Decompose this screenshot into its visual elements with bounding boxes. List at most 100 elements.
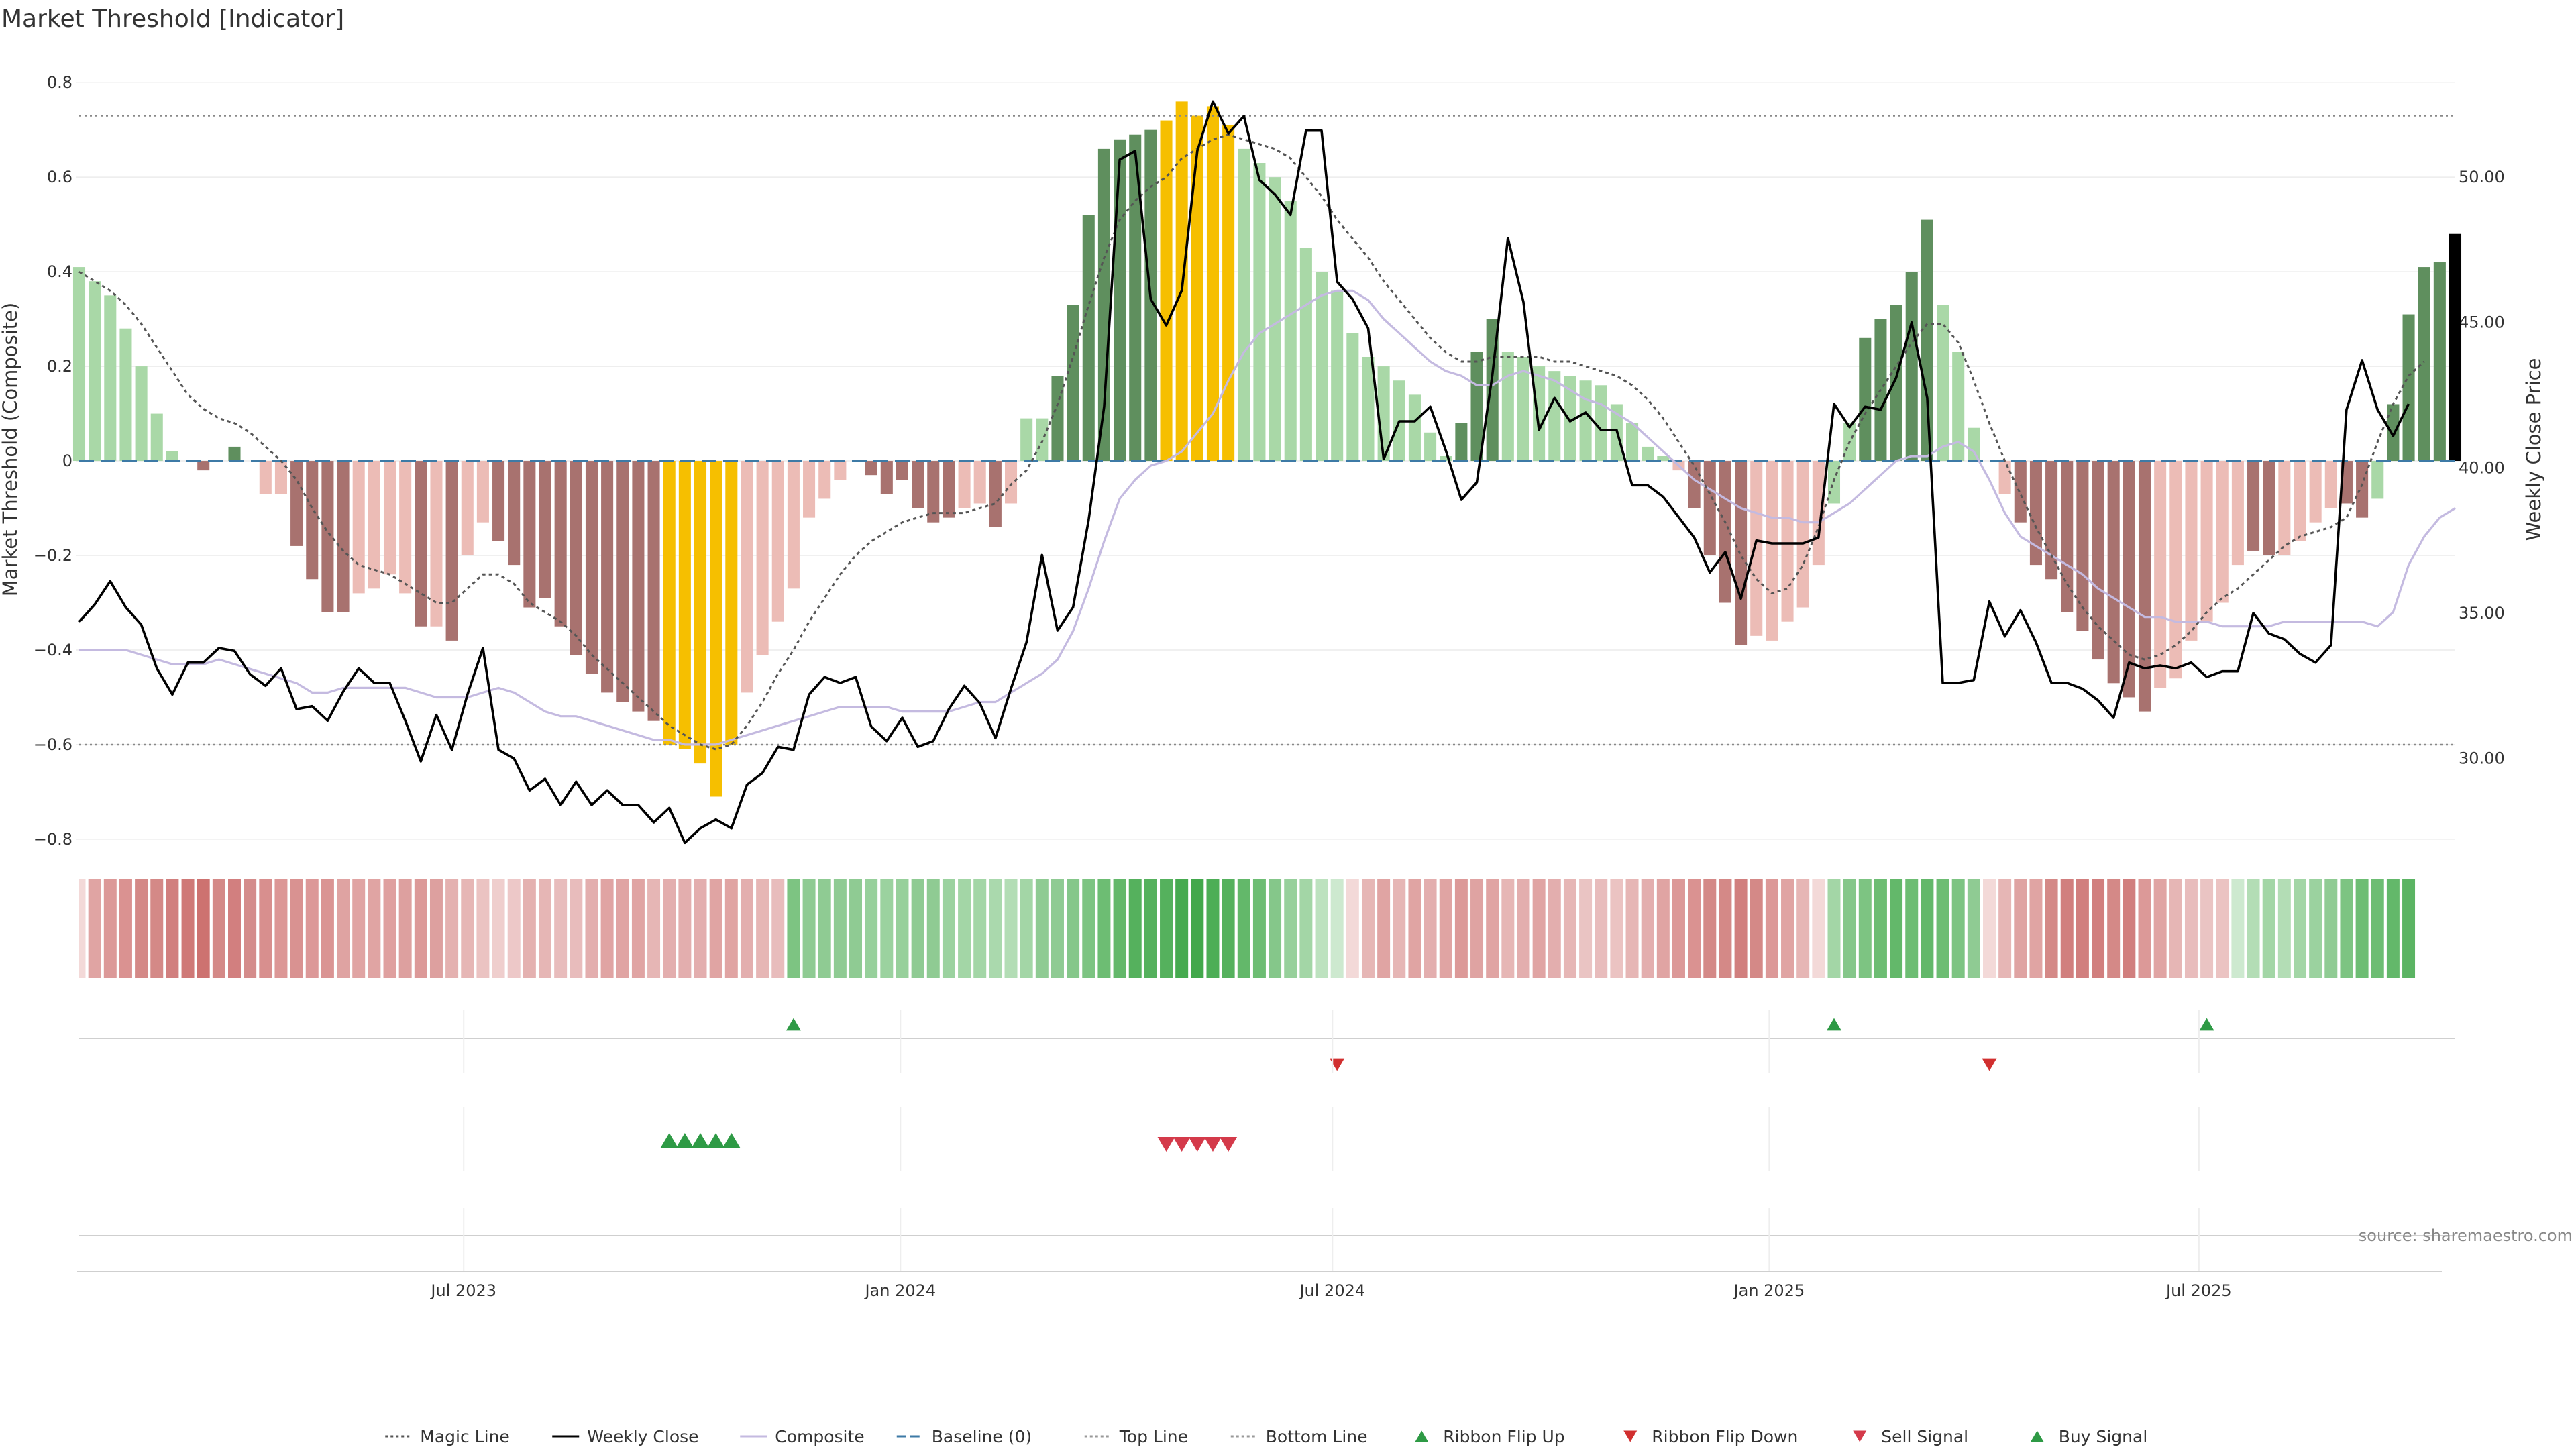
sell-signal-marker [1188,1136,1206,1152]
composite-bar [104,295,117,462]
ribbon-cell [2277,879,2291,978]
ribbon-cell [414,879,427,978]
composite-bar [1766,461,1778,641]
ribbon-cell [150,879,164,978]
left-tick-label: 0.6 [47,168,72,186]
composite-bar [2169,461,2182,679]
ribbon-cell [2123,879,2136,978]
composite-bar [1440,456,1452,462]
composite-bar [2371,461,2384,499]
composite-bar [1408,394,1421,462]
composite-bar [2324,461,2337,508]
legend-label: Magic Line [420,1427,510,1446]
ribbon-cell [740,879,753,978]
ribbon-cell [1827,879,1841,978]
ribbon-cell [926,879,940,978]
composite-bar [570,461,582,655]
ribbon-cell [2309,879,2322,978]
composite-bar [710,461,722,797]
left-tick-label: −0.2 [34,546,72,565]
composite-bar [415,461,427,627]
composite-bar [2263,461,2275,556]
ribbon-cell [429,879,443,978]
composite-bar [756,461,769,655]
composite-bar [2449,233,2462,462]
composite-bar [601,461,614,693]
ribbon-cell [1796,879,1810,978]
ribbon-cell [2294,879,2306,978]
left-tick-label: 0.4 [47,262,72,281]
composite-bar [616,461,629,702]
composite-bar [741,461,753,693]
composite-bar [2076,461,2089,631]
left-tick-label: −0.4 [34,641,72,659]
legend-item: Buy Signal [2030,1427,2148,1446]
composite-bar [1082,215,1095,462]
ribbon-cell [1269,879,1282,978]
sell-signal-marker [1220,1136,1238,1152]
ribbon-cell [787,879,800,978]
ribbon-cell [1004,879,1018,978]
ribbon-cell [631,879,645,978]
legend-item: Composite [740,1427,865,1446]
ribbon-cell [197,879,210,978]
composite-bar [119,328,132,462]
composite-bar [1206,106,1220,462]
ribbon-cell [2184,879,2198,978]
composite-bar [508,461,521,566]
ribbon-cell [1656,879,1670,978]
ribbon-cell [1393,879,1406,978]
composite-bar [1642,446,1654,462]
composite-bar [1191,115,1203,462]
composite-bar [2185,461,2198,641]
composite-bar [803,461,816,518]
ribbon-cell [2045,879,2058,978]
x-tick-label: Jan 2025 [1733,1281,1805,1300]
x-tick-label: Jul 2025 [2165,1281,2232,1300]
composite-bar [1020,418,1033,462]
ribbon-cell [2262,879,2275,978]
composite-bar [725,461,738,745]
left-tick-label: −0.8 [34,830,72,849]
ribbon-flip-down-marker [1982,1058,1997,1071]
legend-label: Weekly Close [587,1427,698,1446]
left-axis-ticks: 0.8 0.6 0.4 0.2 0 −0.2 −0.4 −0.6 −0.8 [34,73,72,849]
composite-bar [1827,461,1841,504]
ribbon-cell [1113,879,1126,978]
composite-bar [1129,134,1142,462]
ribbon-cell [1222,879,1235,978]
composite-bar [89,281,101,462]
composite-bar [973,461,986,504]
ribbon-cell [678,879,692,978]
ribbon-cell [1579,879,1593,978]
legend-label: Buy Signal [2059,1427,2148,1446]
ribbon-cell [523,879,536,978]
ribbon-cell [1610,879,1623,978]
ribbon-cell [1082,879,1095,978]
left-tick-label: −0.6 [34,735,72,754]
ribbon-cell [818,879,831,978]
ribbon-cell [1734,879,1748,978]
ribbon-cell [1532,879,1546,978]
composite-bar [880,461,893,494]
ribbon-cell [1160,879,1173,978]
ribbon-cell [1097,879,1111,978]
composite-bar [585,461,598,674]
ribbon-cell [2200,879,2214,978]
ribbon-cell [476,879,490,978]
legend-item: Bottom Line [1230,1427,1368,1446]
composite-bar [228,446,241,462]
composite-bar [150,413,163,462]
left-tick-label: 0.8 [47,73,72,92]
composite-bar [2402,314,2415,462]
ribbon-cell [1175,879,1189,978]
composite-bar [430,461,443,627]
ribbon-cell [647,879,661,978]
composite-bar [523,461,536,608]
left-axis-label: Market Threshold (Composite) [0,303,21,596]
ribbon-cell [1967,879,1980,978]
composite-bar [1968,427,1980,462]
composite-bar [912,461,924,508]
ribbon-cell [865,879,878,978]
composite-bar [306,461,319,580]
